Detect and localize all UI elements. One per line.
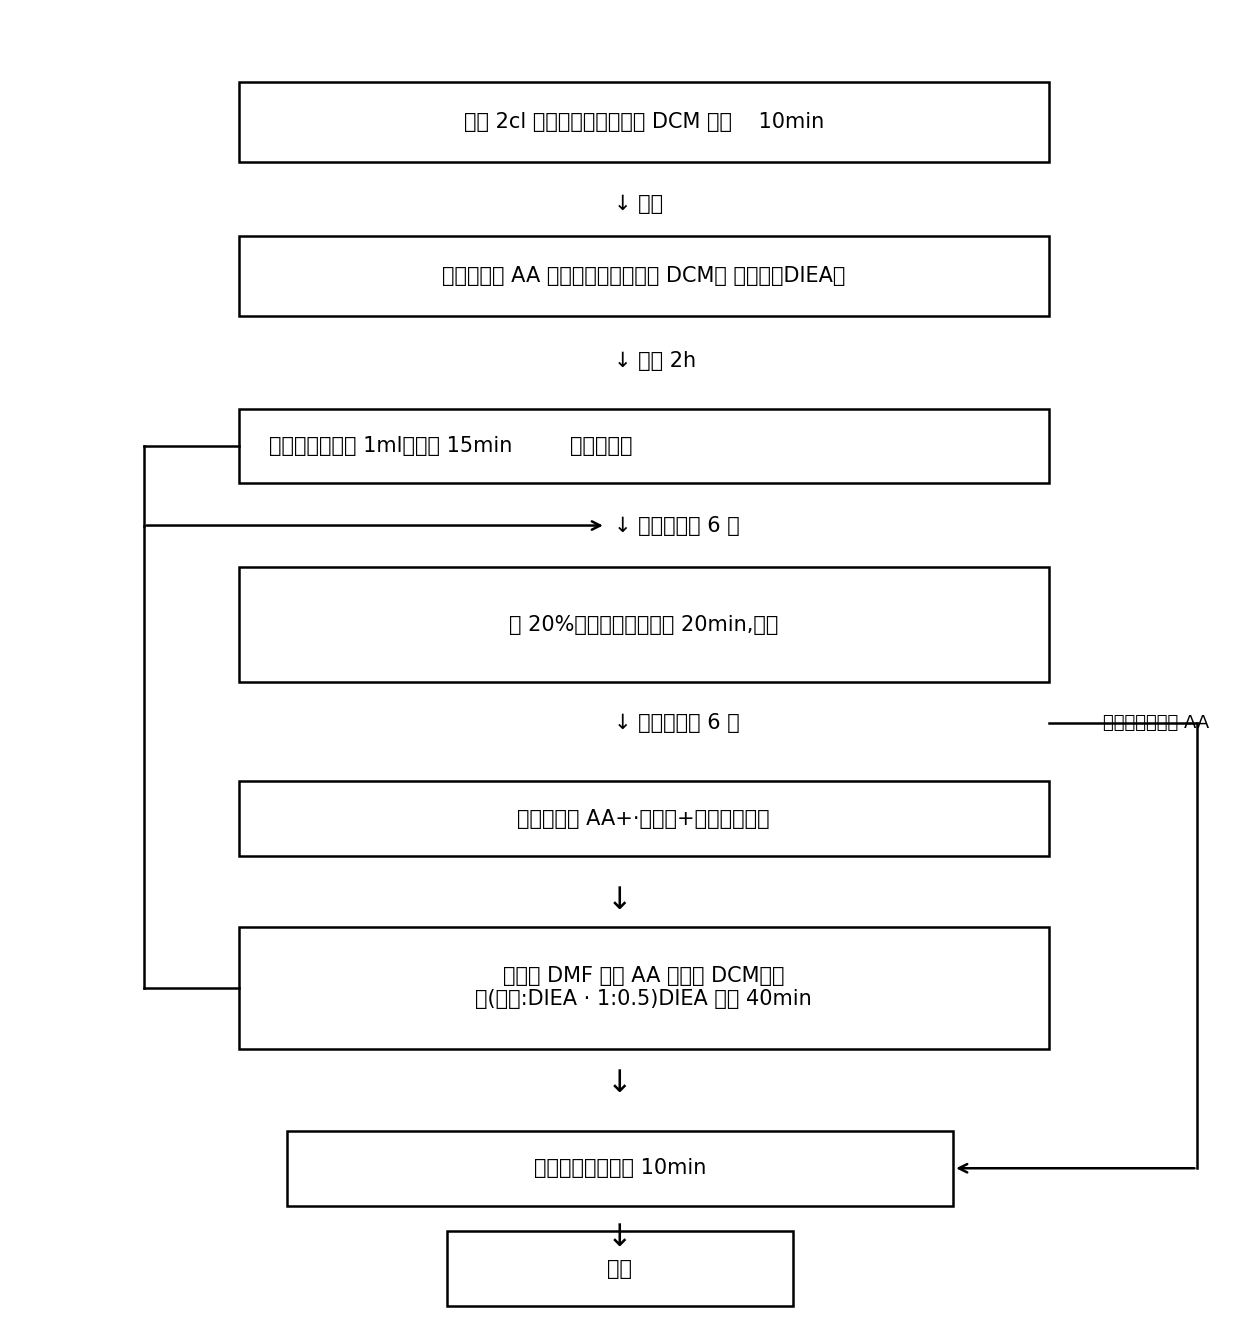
Text: 称量 2cl 树脂放入反应柱中用 DCM 浸泡    10min: 称量 2cl 树脂放入反应柱中用 DCM 浸泡 10min bbox=[464, 112, 823, 133]
Text: 称量下一个 AA+·缩合剂+倒入反应柱中: 称量下一个 AA+·缩合剂+倒入反应柱中 bbox=[517, 809, 770, 829]
Bar bbox=[239, 566, 1049, 683]
Bar bbox=[239, 82, 1049, 162]
Text: 用甲醇洗三次每次 10min: 用甲醇洗三次每次 10min bbox=[533, 1158, 707, 1178]
Text: 加 20%的哌啶去保护反应 20min,抽掉: 加 20%的哌啶去保护反应 20min,抽掉 bbox=[510, 615, 779, 635]
Text: ↓: ↓ bbox=[608, 1069, 632, 1098]
Text: ↓ 抽滤，洗涤 6 次: ↓ 抽滤，洗涤 6 次 bbox=[614, 714, 740, 734]
Text: 结束: 结束 bbox=[608, 1259, 632, 1279]
Text: ↓ 反应 2h: ↓ 反应 2h bbox=[614, 351, 696, 371]
Bar bbox=[239, 927, 1049, 1048]
Bar bbox=[239, 236, 1049, 316]
Text: ↓: ↓ bbox=[608, 1223, 632, 1252]
Text: 直接加甲醇（约 1ml）反应 15min: 直接加甲醇（约 1ml）反应 15min bbox=[269, 435, 526, 455]
Text: ↓ 抽滤，洗涤 6 次: ↓ 抽滤，洗涤 6 次 bbox=[614, 516, 740, 536]
Text: 是否为最后一个 AA: 是否为最后一个 AA bbox=[1104, 715, 1209, 732]
Bar bbox=[448, 1232, 792, 1306]
Text: 加少量 DMF 溶解 AA 然后加 DCM，再
加(树脂:DIEA · 1:0.5)DIEA 反应 40min: 加少量 DMF 溶解 AA 然后加 DCM，再 加(树脂:DIEA · 1:0.… bbox=[475, 965, 812, 1010]
Text: ↓: ↓ bbox=[608, 886, 632, 916]
Text: 目的是封头: 目的是封头 bbox=[570, 435, 632, 455]
Bar bbox=[239, 782, 1049, 856]
Bar bbox=[286, 1131, 954, 1205]
Text: 称量第一个 AA 放入反应柱中加适量 DCM＋ 生物碱（DIEA）: 称量第一个 AA 放入反应柱中加适量 DCM＋ 生物碱（DIEA） bbox=[443, 266, 846, 287]
Bar bbox=[239, 408, 1049, 483]
Text: ↓ 抽滤: ↓ 抽滤 bbox=[614, 194, 663, 214]
